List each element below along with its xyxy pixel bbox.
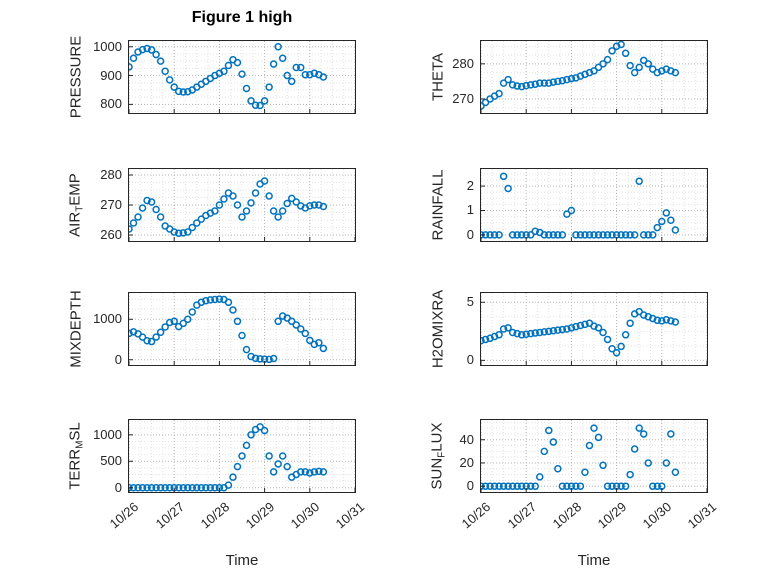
y-tick-label: 0 [114,479,122,495]
y-tick-label: 0 [466,352,474,368]
y-tick-label: 0 [466,226,474,242]
y-tick-label: 20 [459,454,474,470]
ylabel-subscript: M [74,440,86,449]
x-tick-label: 10/30 [639,499,675,532]
scatter-series-THETA [481,41,680,110]
plot-area-SUN_FLUX [480,419,708,493]
x-tick-label: 10/26 [459,499,494,532]
plot-area-TERR_MSL [128,419,356,493]
y-tick-label: 2 [466,178,474,194]
plot-area-PRESSURE [128,40,356,114]
plot-area-MIXDEPTH [128,292,356,366]
x-tick-label: 10/31 [333,499,368,532]
scatter-series-H2OMIXRA [481,307,680,357]
x-tick-label: 10/28 [197,499,233,532]
x-tick-label: 10/29 [594,499,630,532]
plot-area-AIR_TEMP [128,168,356,242]
scatter-series-RAINFALL [481,172,680,239]
scatter-series-AIR_TEMP [129,177,328,237]
x-tick-label: 10/30 [287,499,323,532]
x-tick-label: 10/26 [107,499,142,532]
y-tick-label: 5 [466,294,474,310]
y-tick-label: 1 [466,202,474,218]
y-tick-label: 900 [100,67,122,83]
y-tick-label: 0 [466,478,474,494]
y-tick-label: 270 [452,90,474,106]
y-tick-label: 1000 [93,38,122,54]
x-tick-label: 10/28 [549,499,585,532]
y-tick-label: 500 [100,453,122,469]
y-tick-label: 0 [114,351,122,367]
scatter-series-PRESSURE [129,43,328,110]
y-tick-label: 1000 [93,311,122,327]
x-tick-label: 10/27 [504,499,539,532]
y-tick-label: 260 [100,227,122,242]
x-axis-label-left: Time [225,552,259,569]
y-tick-label: 270 [100,197,122,212]
x-tick-label: 10/29 [242,499,278,532]
scatter-series-SUN_FLUX [481,424,680,490]
plot-area-H2OMIXRA [480,292,708,366]
x-axis-label-right: Time [577,552,611,569]
x-tick-label: 10/31 [685,499,720,532]
figure-title: Figure 1 high [191,9,293,26]
scatter-series-TERR_MSL [129,423,328,492]
y-tick-label: 280 [100,167,122,182]
y-tick-label: 800 [100,96,122,112]
y-tick-label: 40 [459,431,474,447]
x-tick-label: 10/27 [152,499,187,532]
plot-area-RAINFALL [480,168,708,242]
y-tick-label: 280 [452,55,474,71]
y-tick-label: 1000 [93,426,122,442]
plot-area-THETA [480,40,708,114]
